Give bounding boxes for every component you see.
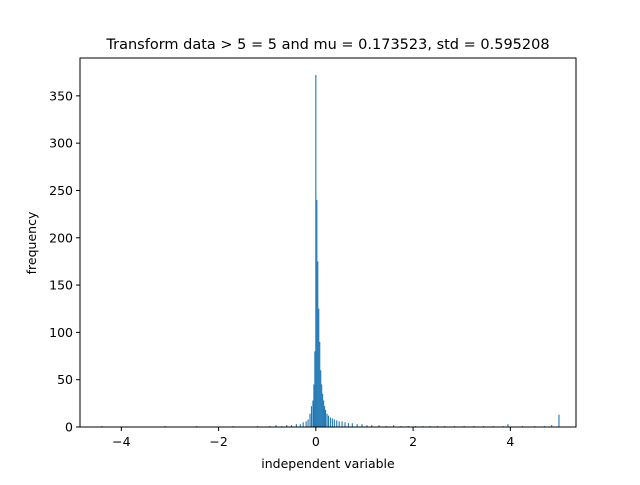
histogram-bar bbox=[310, 406, 313, 427]
histogram-bar bbox=[393, 425, 395, 427]
histogram-bar bbox=[295, 424, 297, 427]
x-tick-label: −2 bbox=[209, 434, 227, 449]
histogram-bar bbox=[317, 261, 319, 427]
histogram-bar bbox=[314, 351, 316, 427]
histogram-bar bbox=[324, 406, 326, 427]
histogram-bar bbox=[558, 414, 560, 427]
histogram-bar bbox=[361, 424, 363, 427]
x-tick-label: 0 bbox=[312, 434, 320, 449]
histogram-bar bbox=[336, 420, 338, 427]
histogram-bar bbox=[326, 413, 328, 427]
y-tick-label: 250 bbox=[49, 183, 73, 198]
histogram-bar bbox=[313, 384, 315, 427]
y-tick-label: 50 bbox=[57, 372, 73, 387]
histogram-bar bbox=[378, 425, 380, 427]
histogram-bar bbox=[331, 418, 333, 427]
histogram-bar bbox=[275, 425, 277, 427]
histogram-bar bbox=[371, 425, 373, 427]
y-tick-label: 100 bbox=[49, 325, 73, 340]
histogram-bar bbox=[338, 421, 340, 427]
y-tick-label: 0 bbox=[65, 420, 73, 435]
histogram-bar bbox=[333, 419, 335, 427]
y-axis: 0 50 100 150 200 250 300 350 bbox=[49, 88, 80, 435]
histogram-bar bbox=[286, 425, 288, 427]
histogram-bar bbox=[507, 424, 509, 427]
histogram-bar bbox=[325, 409, 327, 427]
histogram-bar bbox=[305, 421, 307, 427]
histogram-bar bbox=[322, 393, 324, 427]
histogram-bar bbox=[309, 413, 311, 427]
y-tick-label: 200 bbox=[49, 230, 73, 245]
histogram-bar bbox=[302, 422, 304, 427]
histogram-bar bbox=[316, 199, 318, 427]
y-axis-label: frequency bbox=[24, 211, 39, 274]
x-axis: −4 −2 0 2 4 bbox=[112, 427, 514, 449]
chart-title: Transform data > 5 = 5 and mu = 0.173523… bbox=[105, 37, 549, 53]
histogram-bar bbox=[551, 425, 553, 427]
histogram-bar bbox=[307, 419, 309, 427]
histogram-bar bbox=[341, 421, 343, 427]
histogram-bar bbox=[299, 424, 301, 427]
histogram-bar bbox=[327, 415, 330, 427]
histogram-bar bbox=[312, 400, 314, 427]
histogram-bar bbox=[344, 422, 346, 427]
histogram-bar bbox=[366, 425, 368, 427]
x-tick-label: 4 bbox=[506, 434, 514, 449]
histogram-bar bbox=[319, 341, 321, 427]
histogram-bar bbox=[356, 424, 358, 427]
histogram-bar bbox=[347, 423, 349, 427]
histogram-bar bbox=[321, 384, 323, 427]
x-tick-label: −4 bbox=[112, 434, 130, 449]
histogram-bar bbox=[318, 308, 320, 427]
histogram-bar bbox=[329, 417, 331, 427]
y-tick-label: 300 bbox=[49, 136, 73, 151]
histogram-bar bbox=[315, 75, 317, 427]
histogram-bar bbox=[320, 370, 322, 427]
histogram-bar bbox=[323, 400, 325, 427]
x-tick-label: 2 bbox=[409, 434, 417, 449]
histogram-bar bbox=[351, 423, 353, 427]
y-tick-label: 350 bbox=[49, 88, 73, 103]
bars-group bbox=[101, 75, 560, 427]
y-tick-label: 150 bbox=[49, 278, 73, 293]
plot-frame bbox=[79, 57, 577, 428]
x-axis-label: independent variable bbox=[261, 456, 395, 471]
histogram-bar bbox=[290, 425, 293, 427]
